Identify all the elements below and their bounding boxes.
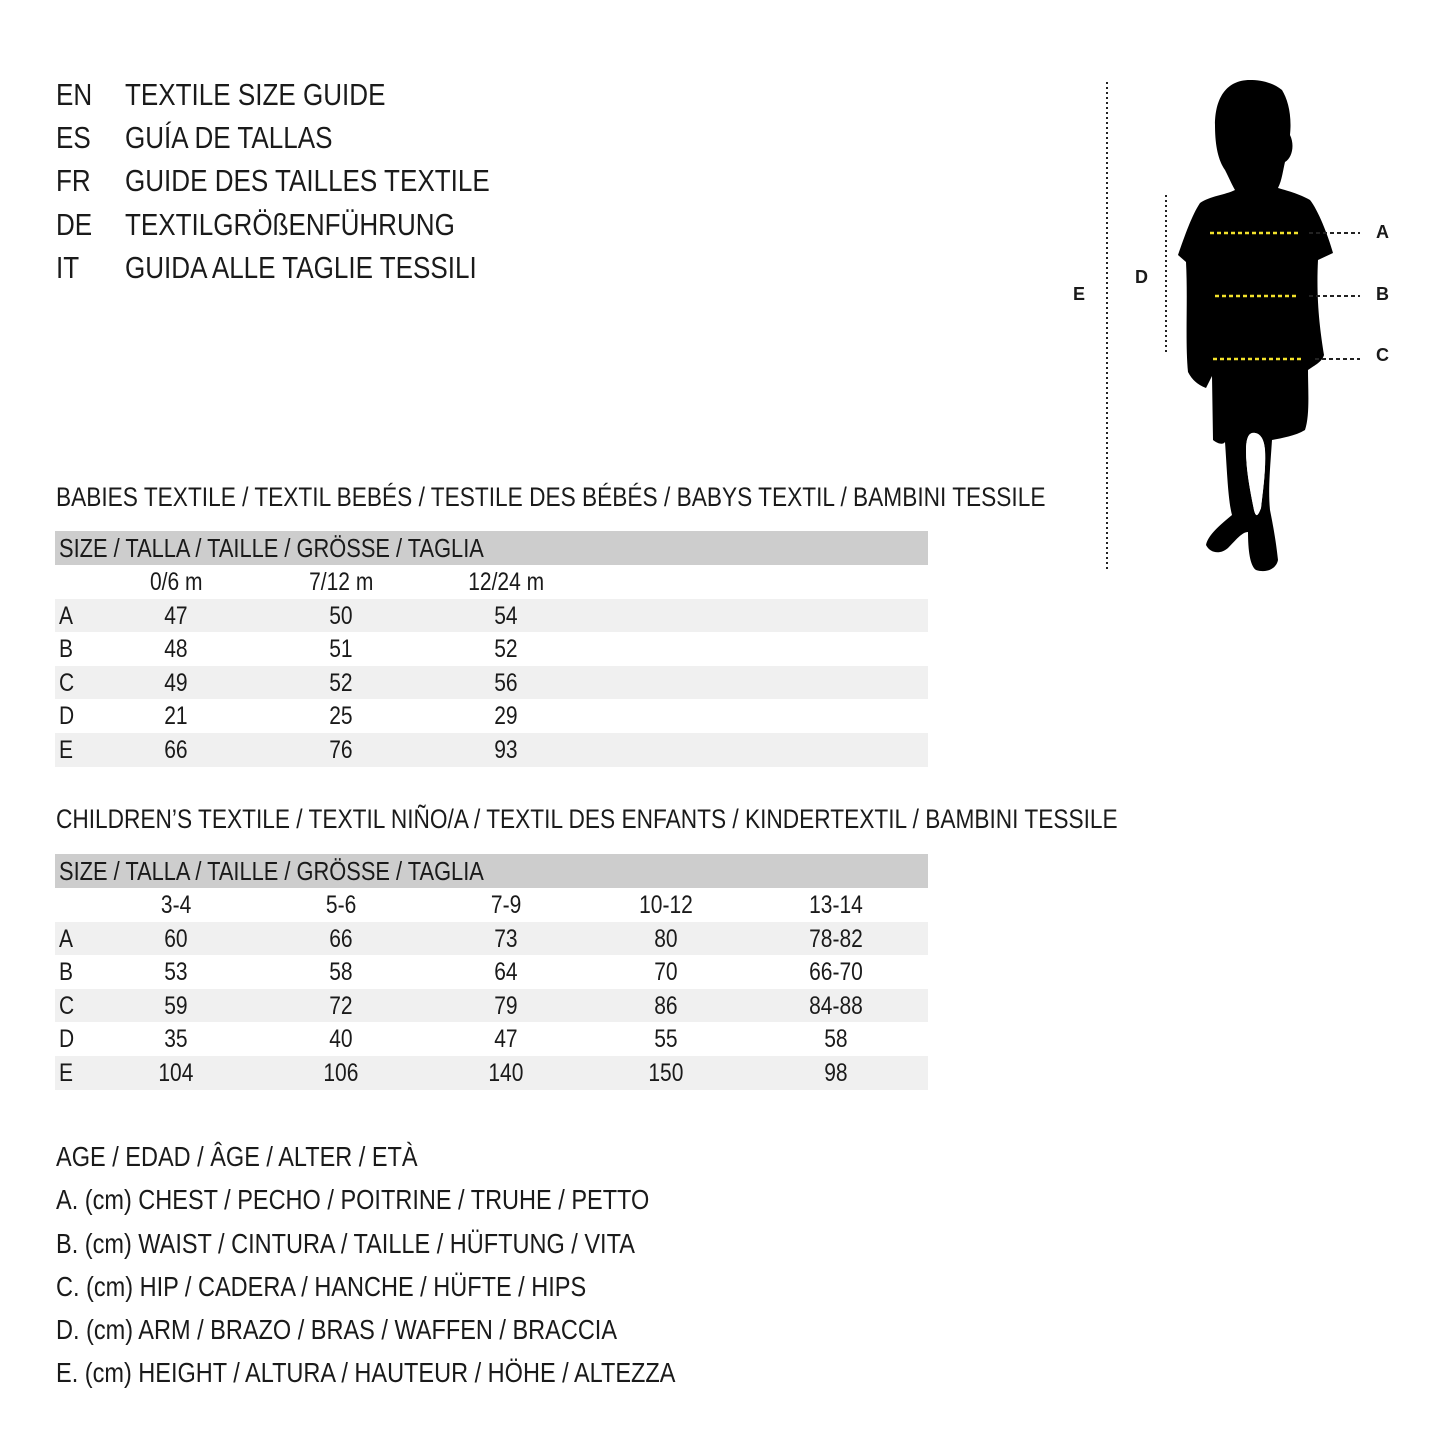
table-cell: 66 — [329, 924, 353, 953]
row-label: D — [59, 1025, 75, 1054]
children-size-table: SIZE / TALLA / TAILLE / GRÖSSE / TAGLIA 3… — [55, 854, 928, 1090]
row-label: E — [59, 735, 74, 764]
lang-code-it: IT — [56, 250, 80, 285]
title-de: TEXTILGRÖßENFÜHRUNG — [125, 207, 455, 242]
child-silhouette-figure — [1106, 80, 1360, 572]
table-cell: 73 — [494, 924, 518, 953]
table-cell: 106 — [323, 1058, 359, 1087]
lang-code-es: ES — [56, 120, 91, 155]
table-cell: 79 — [494, 991, 518, 1020]
title-it: GUIDA ALLE TAGLIE TESSILI — [125, 250, 477, 285]
table-cell: 25 — [329, 702, 353, 731]
table-cell: 98 — [824, 1058, 848, 1087]
row-label: C — [59, 668, 75, 697]
table-cell: 52 — [329, 668, 353, 697]
table-row: B 48 51 52 — [55, 632, 928, 666]
table-cell: 66-70 — [809, 958, 863, 987]
row-label: A — [59, 601, 74, 630]
table-cell: 86 — [654, 991, 678, 1020]
title-fr: GUIDE DES TAILLES TEXTILE — [125, 163, 490, 198]
column-header: 3-4 — [160, 891, 192, 919]
row-label: E — [59, 1058, 74, 1087]
legend-waist: B. (cm) WAIST / CINTURA / TAILLE / HÜFTU… — [56, 1228, 635, 1259]
column-header: 10-12 — [639, 891, 693, 919]
legend-chest: A. (cm) CHEST / PECHO / POITRINE / TRUHE… — [56, 1184, 650, 1215]
label-b: B — [1376, 284, 1389, 304]
row-label: D — [59, 702, 75, 731]
child-silhouette-icon — [1178, 80, 1333, 572]
table-cell: 47 — [164, 601, 188, 630]
lang-code-en: EN — [56, 77, 93, 112]
lang-code-fr: FR — [56, 163, 91, 198]
title-es: GUÍA DE TALLAS — [125, 120, 333, 155]
table-cell: 50 — [329, 601, 353, 630]
legend-arm: D. (cm) ARM / BRAZO / BRAS / WAFFEN / BR… — [56, 1314, 618, 1345]
table-cell: 70 — [654, 958, 678, 987]
table-cell: 80 — [654, 924, 678, 953]
row-label: C — [59, 991, 75, 1020]
row-label: B — [59, 635, 74, 664]
table-cell: 60 — [164, 924, 188, 953]
table-cell: 104 — [158, 1058, 194, 1087]
babies-section-title: BABIES TEXTILE / TEXTIL BEBÉS / TESTILE … — [56, 482, 1046, 512]
column-header: 0/6 m — [149, 568, 203, 596]
label-d: D — [1135, 267, 1148, 287]
table-cell: 72 — [329, 991, 353, 1020]
table-cell: 54 — [494, 601, 518, 630]
table-cell: 21 — [164, 702, 188, 731]
children-section-title: CHILDREN’S TEXTILE / TEXTIL NIÑO/A / TEX… — [56, 804, 1118, 834]
table-cell: 66 — [164, 735, 188, 764]
table-cell: 52 — [494, 635, 518, 664]
title-en: TEXTILE SIZE GUIDE — [125, 77, 386, 112]
table-cell: 78-82 — [809, 924, 863, 953]
table-cell: 93 — [494, 735, 518, 764]
legend-age: AGE / EDAD / ÂGE / ALTER / ETÀ — [56, 1141, 418, 1172]
table-cell: 84-88 — [809, 991, 863, 1020]
table-row: E 104 106 140 150 98 — [55, 1055, 928, 1090]
table-header-band: SIZE / TALLA / TAILLE / GRÖSSE / TAGLIA — [55, 531, 928, 565]
legend-hip: C. (cm) HIP / CADERA / HANCHE / HÜFTE / … — [56, 1271, 587, 1302]
column-header: 12/24 m — [468, 568, 544, 596]
table-row: E 66 76 93 — [55, 732, 928, 767]
label-e: E — [1073, 284, 1086, 304]
column-header: 13-14 — [809, 891, 863, 919]
lang-code-de: DE — [56, 207, 93, 242]
row-label: A — [59, 924, 74, 953]
column-header: 7/12 m — [308, 568, 374, 596]
table-row: D 21 25 29 — [55, 699, 928, 733]
label-c: C — [1376, 345, 1389, 365]
row-label: B — [59, 958, 74, 987]
table-row: C 59 72 79 86 84-88 — [55, 988, 928, 1023]
column-header-row: 3-4 5-6 7-9 10-12 13-14 — [55, 888, 928, 922]
table-row: A 60 66 73 80 78-82 — [55, 921, 928, 956]
table-cell: 40 — [329, 1025, 353, 1054]
column-header: 5-6 — [325, 891, 357, 919]
table-cell: 49 — [164, 668, 188, 697]
table-cell: 58 — [329, 958, 353, 987]
table-cell: 35 — [164, 1025, 188, 1054]
table-cell: 29 — [494, 702, 518, 731]
table-header-band: SIZE / TALLA / TAILLE / GRÖSSE / TAGLIA — [55, 854, 928, 888]
table-cell: 140 — [488, 1058, 524, 1087]
label-a: A — [1376, 222, 1389, 242]
table-cell: 56 — [494, 668, 518, 697]
table-cell: 64 — [494, 958, 518, 987]
table-cell: 53 — [164, 958, 188, 987]
table-row: A 47 50 54 — [55, 598, 928, 633]
table-row: D 35 40 47 55 58 — [55, 1022, 928, 1056]
legend-height: E. (cm) HEIGHT / ALTURA / HAUTEUR / HÖHE… — [56, 1357, 676, 1388]
table-cell: 55 — [654, 1025, 678, 1054]
table-row: B 53 58 64 70 66-70 — [55, 955, 928, 989]
table-cell: 59 — [164, 991, 188, 1020]
table-cell: 48 — [164, 635, 188, 664]
column-header-row: 0/6 m 7/12 m 12/24 m — [55, 565, 928, 599]
table-cell: 76 — [329, 735, 353, 764]
column-header: 7-9 — [490, 891, 522, 919]
table-cell: 47 — [494, 1025, 518, 1054]
babies-size-table: SIZE / TALLA / TAILLE / GRÖSSE / TAGLIA 0… — [55, 531, 928, 767]
table-row: C 49 52 56 — [55, 665, 928, 700]
table-cell: 150 — [648, 1058, 684, 1087]
table-cell: 58 — [824, 1025, 848, 1054]
table-cell: 51 — [329, 635, 353, 664]
